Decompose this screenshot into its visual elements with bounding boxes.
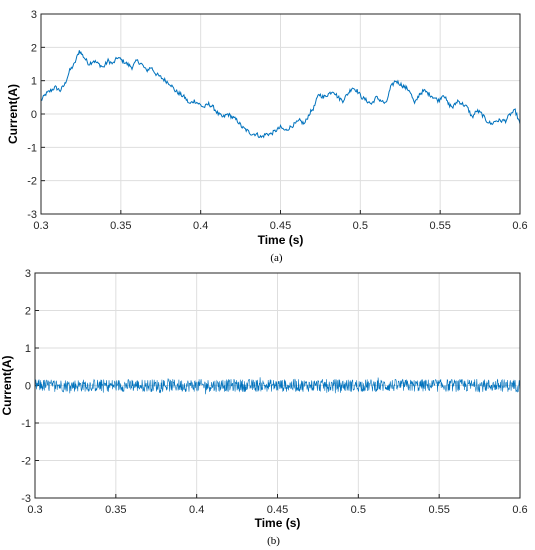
panel-label-a: (a)	[270, 252, 283, 264]
y-tick-label: -3	[21, 493, 31, 505]
x-axis-label-b: Time (s)	[255, 516, 301, 530]
x-tick-label: 0.4	[189, 504, 204, 516]
y-ticks-a: -3 -2 -1 0 1 2 3	[27, 9, 45, 221]
y-tick-label: -1	[21, 418, 31, 430]
x-tick-label: 0.3	[27, 504, 42, 516]
y-tick-label: 2	[31, 42, 37, 54]
y-tick-label: 1	[25, 343, 31, 355]
series-line-a	[40, 50, 521, 139]
y-axis-label-b: Current(A)	[0, 356, 14, 416]
x-tick-label: 0.45	[267, 504, 288, 516]
y-tick-label: 3	[31, 9, 37, 21]
y-tick-label: -1	[27, 142, 37, 154]
y-tick-label: 0	[31, 109, 37, 121]
x-tick-label: 0.55	[429, 220, 450, 232]
x-tick-label: 0.55	[428, 504, 449, 516]
x-tick-label: 0.35	[105, 504, 126, 516]
axes-frame-a	[40, 13, 521, 215]
grid-a	[40, 13, 521, 215]
y-tick-label: -2	[27, 176, 37, 188]
y-tick-label: 2	[25, 306, 31, 318]
x-tick-label: 0.35	[110, 220, 131, 232]
y-axis-label-a: Current(A)	[6, 84, 20, 144]
y-tick-label: -3	[27, 209, 37, 221]
x-tick-label: 0.45	[270, 220, 291, 232]
x-ticks-a: 0.3 0.35 0.4 0.45 0.5 0.55 0.6	[33, 210, 528, 232]
x-tick-label: 0.6	[512, 504, 527, 516]
x-tick-label: 0.3	[33, 220, 48, 232]
grid-b	[34, 272, 521, 499]
axes-frame-b	[34, 272, 521, 499]
y-tick-label: 1	[31, 76, 37, 88]
x-tick-label: 0.4	[193, 220, 208, 232]
chart-panel-b: 0.3 0.35 0.4 0.45 0.5 0.55 0.6 -3 -2 -1 0 1 2 3 Time…	[0, 268, 528, 547]
y-tick-label: 3	[25, 268, 31, 280]
x-ticks-b: 0.3 0.35 0.4 0.45 0.5 0.55 0.6	[27, 494, 528, 516]
panel-label-b: (b)	[267, 535, 280, 547]
y-tick-label: -2	[21, 456, 31, 468]
series-line-b	[34, 377, 521, 395]
x-axis-label-a: Time (s)	[258, 233, 304, 247]
chart-panel-a: 0.3 0.35 0.4 0.45 0.5 0.55 0.6 -3 -2 -1 0 1 2 3 Time…	[6, 9, 528, 264]
y-tick-label: 0	[25, 381, 31, 393]
x-tick-label: 0.5	[353, 220, 368, 232]
x-tick-label: 0.6	[512, 220, 527, 232]
x-tick-label: 0.5	[351, 504, 366, 516]
